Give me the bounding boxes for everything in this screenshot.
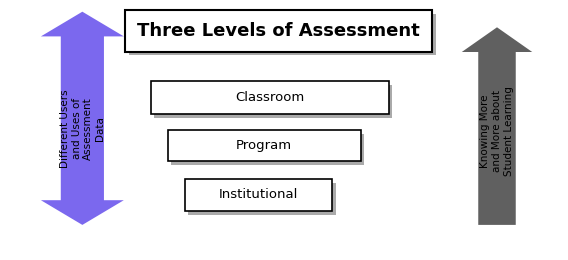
FancyBboxPatch shape <box>129 14 436 55</box>
Polygon shape <box>462 27 532 225</box>
Text: Program: Program <box>236 139 292 152</box>
FancyBboxPatch shape <box>171 134 364 165</box>
Text: Institutional: Institutional <box>219 188 298 202</box>
FancyBboxPatch shape <box>185 179 332 211</box>
FancyBboxPatch shape <box>125 10 432 52</box>
Polygon shape <box>41 12 124 225</box>
Text: Classroom: Classroom <box>235 91 304 104</box>
Text: Knowing More
and More about
Student Learning: Knowing More and More about Student Lear… <box>481 86 513 176</box>
FancyBboxPatch shape <box>168 130 361 161</box>
FancyBboxPatch shape <box>154 84 392 118</box>
Text: Three Levels of Assessment: Three Levels of Assessment <box>137 22 420 40</box>
Text: Different Users
and Uses of
Assessment
Data: Different Users and Uses of Assessment D… <box>60 89 105 168</box>
FancyBboxPatch shape <box>151 81 389 114</box>
FancyBboxPatch shape <box>188 183 336 214</box>
